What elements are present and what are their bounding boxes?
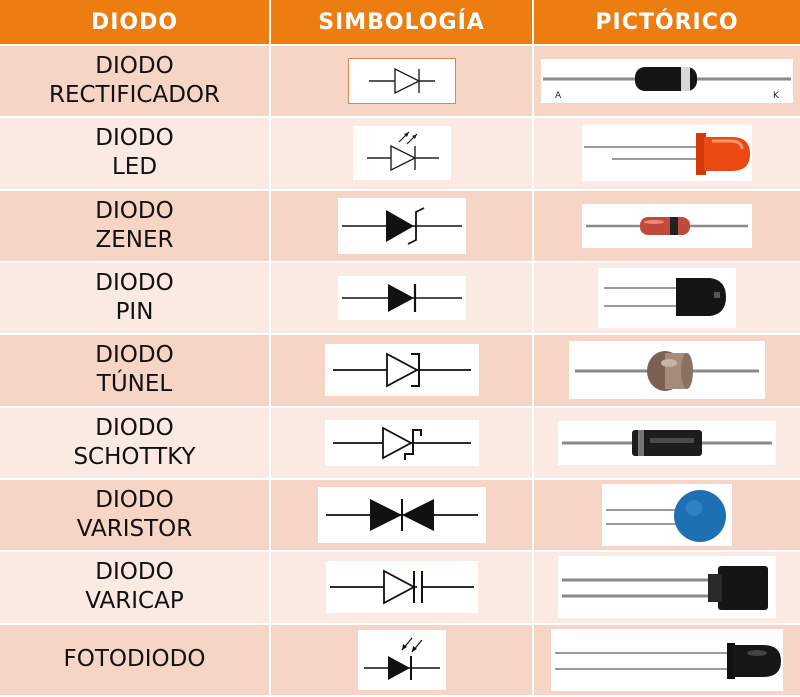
diode-name-cell: DIODO PIN: [0, 261, 271, 336]
diode-name-cell: DIODO VARISTOR: [0, 478, 271, 553]
varicap-diode-symbol-icon: [325, 561, 478, 614]
diode-name-cell: DIODO SCHOTTKY: [0, 406, 271, 480]
diode-name-line2: TÚNEL: [96, 371, 173, 398]
symbol-cell: [270, 117, 534, 191]
picture-cell: [533, 551, 800, 625]
diode-name: FOTODIODO: [0, 645, 269, 674]
diode-name-line1: DIODO: [95, 197, 174, 224]
diode-name: DIODO VARISTOR: [0, 486, 269, 544]
diode-name-cell: DIODO VARICAP: [0, 551, 271, 625]
table-row: DIODO RECTIFICADOR: [0, 45, 800, 119]
diode-name-line2: SCHOTTKY: [73, 443, 196, 470]
anode-label: A: [555, 91, 562, 101]
diode-name-cell: DIODO TÚNEL: [0, 334, 271, 408]
picture-cell: [533, 117, 800, 191]
diode-name-line2: VARISTOR: [76, 516, 193, 543]
diode-name-line2: LED: [111, 154, 158, 181]
tunnel-diode-symbol-icon: [324, 344, 479, 397]
zener-diode-photo: [582, 203, 752, 248]
diode-name: DIODO LED: [0, 124, 269, 182]
diode-name-line2: ZENER: [95, 226, 174, 253]
symbol-cell: [270, 623, 534, 697]
led-symbol-icon: [352, 126, 451, 181]
table-row: DIODO LED: [0, 117, 800, 191]
picture-cell: [533, 189, 800, 263]
header-pictorico: PICTÓRICO: [533, 0, 800, 46]
diode-name: DIODO ZENER: [0, 197, 269, 255]
picture-cell: [533, 406, 800, 480]
table-row: DIODO PIN: [0, 261, 800, 336]
diode-name: DIODO VARICAP: [0, 558, 269, 616]
red-led-photo: [582, 125, 752, 182]
rectifier-diode-symbol-icon: [347, 58, 456, 105]
header-simbologia: SIMBOLOGÍA: [270, 0, 534, 46]
diode-name-cell: FOTODIODO: [0, 623, 271, 697]
diode-name-line1: DIODO: [95, 342, 174, 369]
table-row: DIODO VARISTOR: [0, 478, 800, 553]
picture-cell: [533, 261, 800, 336]
picture-cell: [533, 334, 800, 408]
symbol-cell: [270, 334, 534, 408]
diode-name-line1: DIODO: [95, 53, 174, 80]
diode-name: DIODO TÚNEL: [0, 341, 269, 399]
schottky-diode-photo: [558, 420, 776, 465]
photodiode-symbol-icon: [357, 629, 446, 690]
schottky-diode-symbol-icon: [324, 419, 479, 466]
cathode-label: K: [773, 91, 780, 101]
pin-diode-symbol-icon: [337, 276, 466, 321]
diode-name: DIODO RECTIFICADOR: [0, 52, 269, 110]
diode-name-line1: FOTODIODO: [63, 646, 206, 673]
table-row: DIODO TÚNEL: [0, 334, 800, 408]
table-row: DIODO VARICAP: [0, 551, 800, 625]
symbol-cell: [270, 261, 534, 336]
diode-name-line1: DIODO: [95, 487, 174, 514]
header-row: DIODO SIMBOLOGÍA PICTÓRICO: [0, 0, 800, 46]
pin-diode-photo: [598, 268, 736, 329]
tunnel-diode-photo: [569, 341, 765, 400]
diode-name-line1: DIODO: [95, 414, 174, 441]
diode-name: DIODO PIN: [0, 269, 269, 327]
diode-name-line1: DIODO: [95, 559, 174, 586]
picture-cell: A K: [533, 45, 800, 119]
diode-name-line2: RECTIFICADOR: [48, 82, 220, 109]
table-row: DIODO SCHOTTKY: [0, 406, 800, 480]
diode-name-line2: PIN: [115, 299, 154, 326]
varicap-diode-photo: [558, 556, 776, 619]
diode-name: DIODO SCHOTTKY: [0, 414, 269, 472]
diode-name-cell: DIODO LED: [0, 117, 271, 191]
symbol-cell: [270, 189, 534, 263]
symbol-cell: [270, 406, 534, 480]
rectifier-diode-photo: A K: [541, 59, 793, 104]
header-diodo: DIODO: [0, 0, 271, 46]
table-row: FOTODIODO: [0, 623, 800, 697]
varistor-photo: [602, 484, 732, 547]
diode-name-cell: DIODO RECTIFICADOR: [0, 45, 271, 119]
symbol-cell: [270, 45, 534, 119]
picture-cell: [533, 478, 800, 553]
zener-diode-symbol-icon: [337, 197, 466, 254]
photodiode-photo: [551, 628, 783, 691]
picture-cell: [533, 623, 800, 697]
symbol-cell: [270, 478, 534, 553]
diode-name-line1: DIODO: [95, 270, 174, 297]
diode-name-line1: DIODO: [95, 125, 174, 152]
diode-name-line2: VARICAP: [85, 588, 184, 615]
symbol-cell: [270, 551, 534, 625]
diode-name-cell: DIODO ZENER: [0, 189, 271, 263]
table-row: DIODO ZENER: [0, 189, 800, 263]
varistor-symbol-icon: [317, 487, 486, 544]
